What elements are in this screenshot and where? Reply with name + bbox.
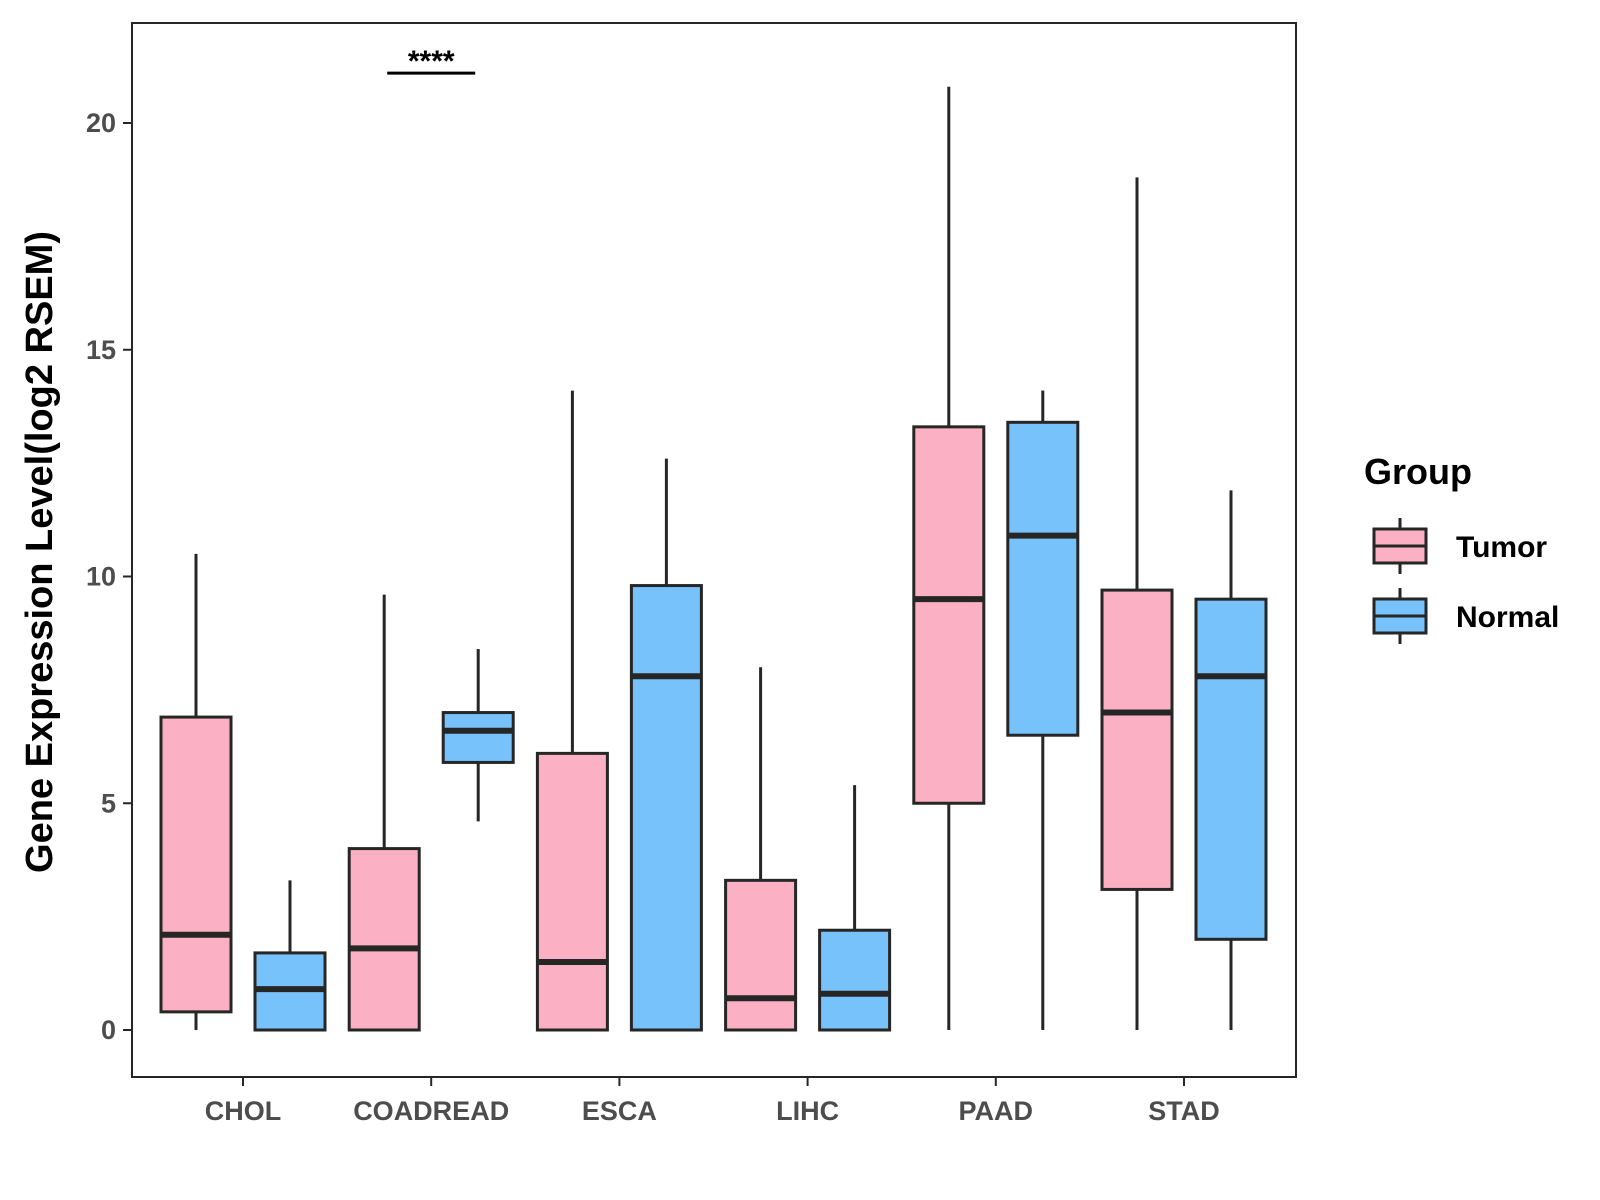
y-axis: 0 5 10 15 20 [86, 108, 132, 1045]
box-body [1194, 597, 1268, 941]
box-tumor-esca [535, 390, 609, 1032]
legend: Group Tumor Normal [1364, 451, 1559, 644]
x-tick-label: CHOL [205, 1096, 282, 1126]
y-tick-label: 5 [101, 788, 116, 818]
legend-label: Normal [1456, 601, 1559, 634]
box-body [629, 584, 703, 1032]
box-tumor-lihc [724, 667, 798, 1032]
x-tick-label: STAD [1148, 1096, 1220, 1126]
x-tick-label: PAAD [959, 1096, 1034, 1126]
plot-area [131, 22, 1297, 1078]
box-normal-chol [253, 880, 327, 1032]
box-body [1006, 420, 1080, 737]
box-tumor-paad [912, 86, 986, 1030]
plot-panel [131, 22, 1297, 1078]
y-tick-label: 20 [86, 108, 116, 138]
x-tick-label: LIHC [776, 1096, 839, 1126]
box-body [1100, 588, 1174, 891]
box-normal-coadread [441, 649, 515, 822]
box-body [441, 711, 515, 764]
box-body [818, 928, 892, 1032]
box-tumor-stad [1100, 177, 1174, 1030]
significance-label: **** [408, 45, 455, 78]
y-tick-label: 10 [86, 562, 116, 592]
x-axis: CHOL COADREAD ESCA LIHC PAAD STAD [205, 1077, 1220, 1126]
boxes [159, 86, 1268, 1032]
box-body [347, 847, 421, 1032]
x-tick-label: COADREAD [353, 1096, 509, 1126]
box-normal-stad [1194, 490, 1268, 1030]
y-axis-title: Gene Expression Level(log2 RSEM) [19, 231, 61, 873]
y-tick-label: 15 [86, 335, 116, 365]
box-body [159, 715, 233, 1014]
legend-item-tumor: Tumor [1372, 518, 1547, 574]
y-tick-label: 0 [101, 1015, 116, 1045]
box-tumor-coadread [347, 594, 421, 1032]
box-normal-lihc [818, 785, 892, 1032]
box-body [724, 878, 798, 1032]
box-body [535, 751, 609, 1032]
box-normal-paad [1006, 390, 1080, 1030]
box-body [912, 425, 986, 805]
annotations: **** [387, 45, 476, 78]
box-normal-esca [629, 458, 703, 1032]
legend-label: Tumor [1456, 531, 1547, 564]
x-tick-label: ESCA [582, 1096, 657, 1126]
legend-title: Group [1364, 451, 1472, 492]
box-tumor-chol [159, 553, 233, 1030]
legend-item-normal: Normal [1372, 588, 1559, 644]
